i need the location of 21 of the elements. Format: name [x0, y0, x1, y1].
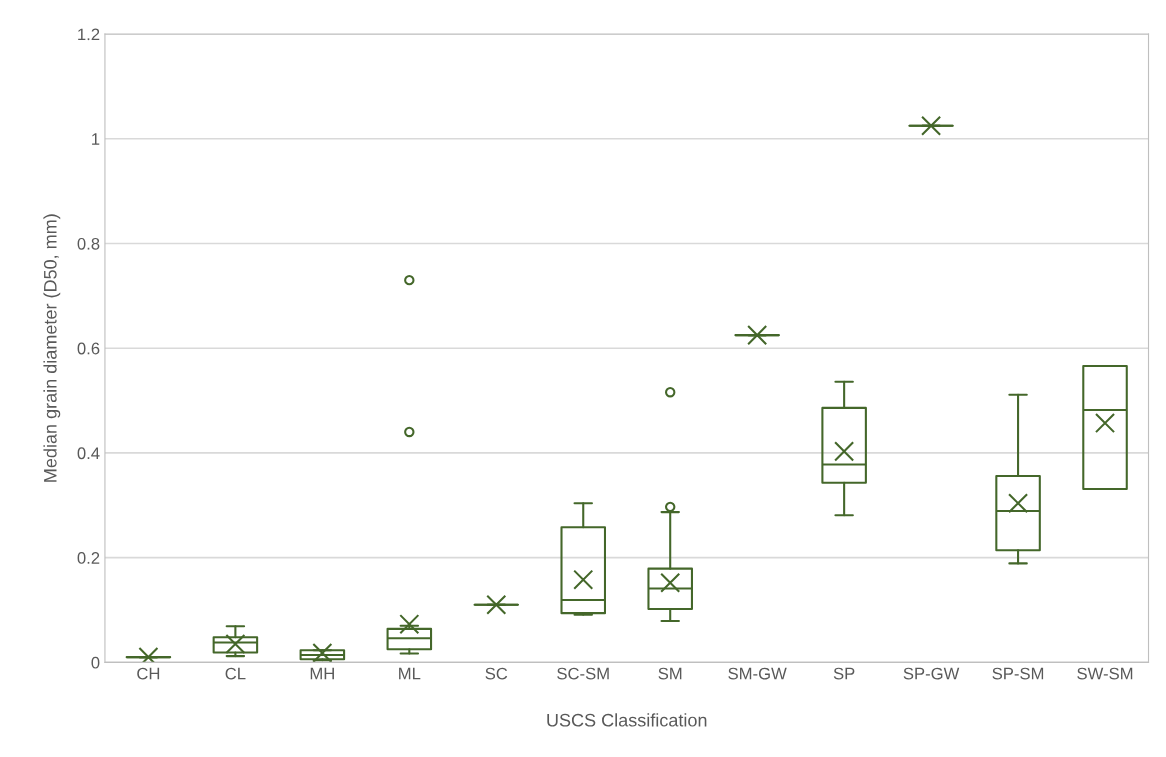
x-tick-label: SC	[485, 667, 508, 680]
x-tick-label: SC-SM	[557, 667, 609, 680]
x-tick-label: CH	[137, 667, 160, 680]
x-tick-label: ML	[399, 667, 421, 680]
y-axis-title: Median grain diameter (D50, mm)	[43, 214, 61, 482]
x-tick-label: SP	[833, 667, 855, 680]
x-tick-label: CL	[225, 667, 246, 680]
x-tick-label: SM-GW	[728, 667, 787, 680]
x-tick-label: SM	[658, 667, 682, 680]
y-tick-label: 0.4	[77, 447, 100, 460]
y-tick-label: 1	[92, 133, 100, 145]
y-tick-label: 1.2	[78, 28, 100, 41]
y-tick-label: 0.2	[77, 552, 100, 564]
x-tick-label: SW-SM	[1077, 667, 1133, 680]
x-axis-title: USCS Classification	[547, 713, 707, 727]
y-tick-label: 0.6	[77, 342, 100, 355]
x-tick-label: SP-SM	[992, 667, 1044, 680]
y-tick-label: 0	[91, 656, 100, 669]
x-tick-label: MH	[310, 667, 334, 680]
x-tick-label: SP-GW	[903, 667, 960, 680]
y-tick-label: 0.8	[77, 237, 100, 250]
